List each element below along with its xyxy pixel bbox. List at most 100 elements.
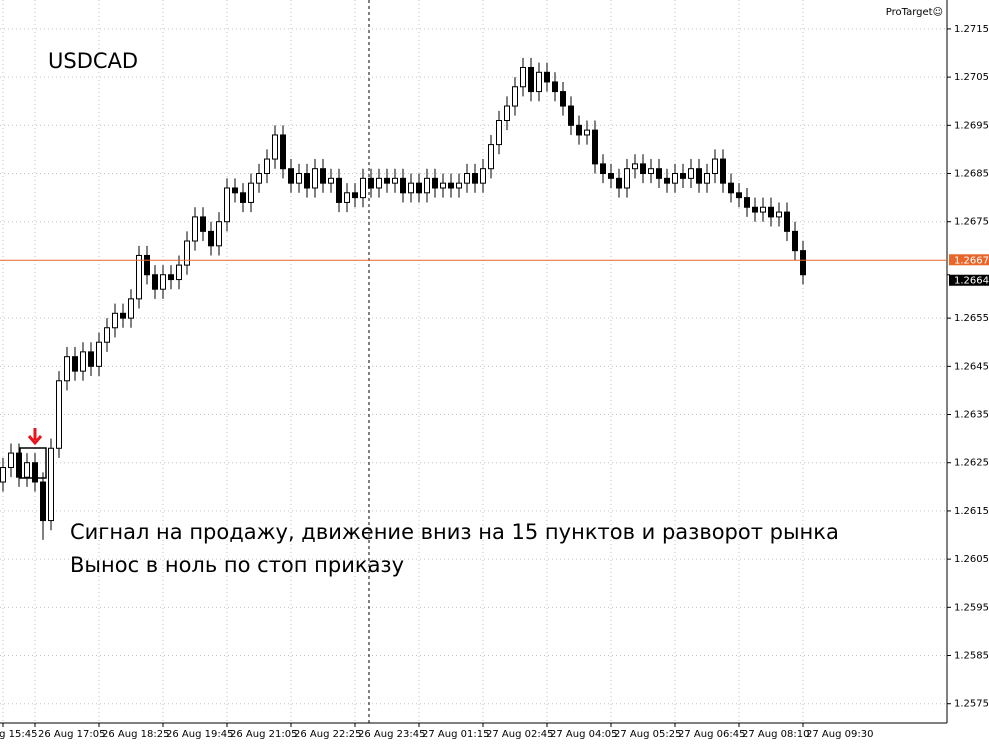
candle-body (704, 173, 710, 184)
candle-body (280, 134, 286, 170)
candle-body (760, 206, 766, 213)
x-tick-label: 27 Aug 05:25 (614, 729, 681, 740)
candle-body (120, 312, 126, 319)
x-tick-label: 27 Aug 04:05 (550, 729, 617, 740)
y-tick-label: 1.2655 (954, 313, 989, 324)
x-tick-label: 26 Aug 21:05 (230, 729, 297, 740)
candle-body (624, 168, 630, 189)
candle-body (432, 177, 438, 189)
signal-box (19, 447, 47, 479)
last-price-label-bg (949, 274, 989, 286)
candle-body (232, 187, 238, 194)
candle-body (200, 216, 206, 232)
candle-body (616, 177, 622, 189)
y-tick-label: 1.2585 (954, 651, 989, 662)
signal-arrow (27, 428, 43, 446)
candle-body (408, 182, 414, 194)
candle-body (728, 182, 734, 194)
candle-body (744, 197, 750, 208)
candle-body (256, 173, 262, 184)
candle-body (176, 264, 182, 281)
candle-body (784, 211, 790, 232)
candle-body (96, 341, 102, 367)
x-tick-label: 27 Aug 01:15 (422, 729, 489, 740)
y-tick-label: 1.2715 (954, 24, 989, 35)
candle-body (792, 230, 798, 252)
candle-body (488, 144, 494, 170)
candle-body (656, 168, 662, 179)
price-line-label-bg (949, 254, 989, 266)
candle-body (640, 163, 646, 175)
candle-body (384, 177, 390, 184)
candle-body (400, 177, 406, 194)
candle-body (800, 250, 806, 276)
candle-body (416, 182, 422, 194)
x-tick-label: 26 Aug 22:25 (294, 729, 361, 740)
y-tick-label: 1.2645 (954, 361, 989, 372)
candle-body (328, 177, 334, 184)
candle-body (144, 254, 150, 276)
candle-body (168, 274, 174, 281)
grid (0, 0, 947, 723)
candle-body (352, 192, 358, 199)
candle-body (184, 240, 190, 266)
candle-body (24, 462, 30, 478)
candle-body (672, 173, 678, 184)
candle-body (192, 216, 198, 242)
last-price-label: 1.2664 (954, 276, 989, 287)
x-tick-label: 26 Aug 17:05 (38, 729, 105, 740)
candle-body (0, 467, 6, 483)
candle-body (712, 158, 718, 175)
annotation: Сигнал на продажу, движение вниз на 15 п… (70, 520, 839, 544)
x-tick-label: 26 Aug 23:45 (358, 729, 425, 740)
candle-body (664, 177, 670, 184)
candle-body (240, 192, 246, 203)
candle-body (632, 163, 638, 170)
candle-body (392, 177, 398, 184)
symbol: USDCAD (48, 49, 138, 73)
candle-body (248, 182, 254, 203)
y-tick-label: 1.2635 (954, 410, 989, 421)
candle-body (448, 182, 454, 189)
candle-body (736, 192, 742, 199)
candle-body (272, 134, 278, 160)
y-tick-label: 1.2625 (954, 458, 989, 469)
candle-body (88, 351, 94, 367)
y-tick-label: 1.2605 (954, 554, 989, 565)
candle-body (496, 120, 502, 146)
candle-body (680, 173, 686, 179)
candle-body (136, 254, 142, 300)
candle-body (648, 168, 654, 175)
candle-body (16, 452, 22, 478)
y-tick-label: 1.2575 (954, 699, 989, 710)
candle-body (424, 177, 430, 194)
candle-body (576, 124, 582, 136)
candle-body (544, 71, 550, 83)
y-tick-label: 1.2675 (954, 217, 989, 228)
candle-body (56, 380, 62, 449)
candle-body (768, 206, 774, 218)
y-tick-label: 1.2705 (954, 72, 989, 83)
x-tick-label: 26 Aug 19:45 (166, 729, 233, 740)
candle-body (592, 129, 598, 165)
x-tick-label: 27 Aug 09:30 (806, 729, 873, 740)
candle-body (440, 182, 446, 189)
candle-body (32, 462, 38, 483)
candle-body (600, 163, 606, 175)
candle-body (720, 158, 726, 184)
candle-body (360, 177, 366, 199)
candle-body (368, 177, 374, 189)
candle-body (456, 182, 462, 189)
y-tick-label: 1.2595 (954, 602, 989, 613)
candle-body (160, 274, 166, 290)
y-tick-label: 1.2685 (954, 169, 989, 180)
candle-body (296, 173, 302, 184)
candle-body (608, 173, 614, 179)
candle-body (696, 168, 702, 184)
candle-body (336, 177, 342, 203)
candle-body (320, 168, 326, 184)
candle-body (40, 481, 46, 522)
candle-body (376, 177, 382, 189)
candle-body (288, 168, 294, 184)
